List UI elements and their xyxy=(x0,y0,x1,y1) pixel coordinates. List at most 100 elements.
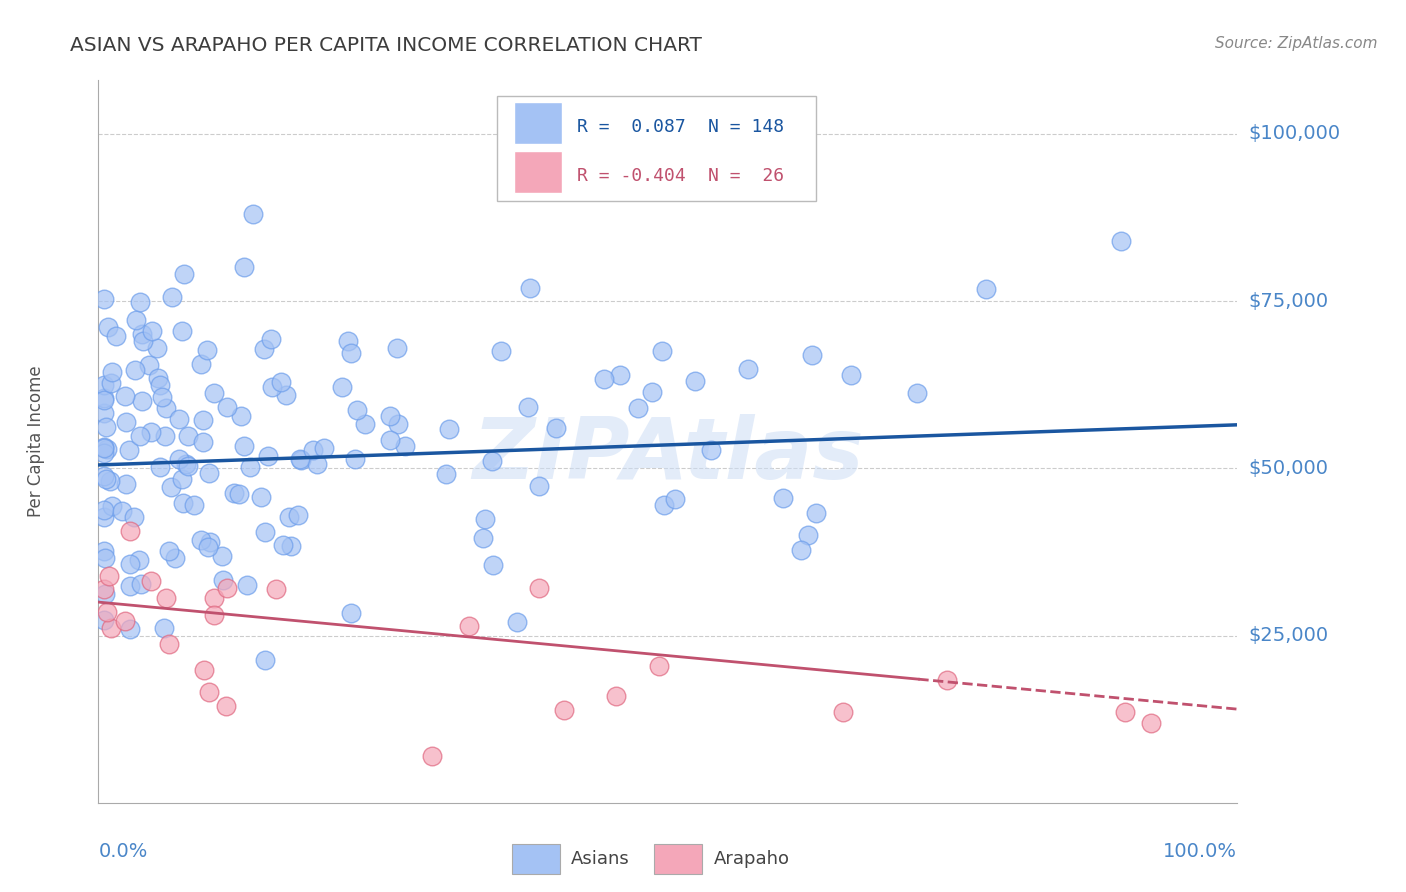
Point xyxy=(98,474,121,488)
Point xyxy=(160,290,183,304)
Point xyxy=(153,621,176,635)
Point xyxy=(546,421,568,435)
Point xyxy=(651,343,673,358)
Point xyxy=(772,491,794,505)
Point xyxy=(458,619,481,633)
Point xyxy=(378,409,401,423)
Point xyxy=(385,341,408,355)
Point xyxy=(274,388,297,402)
Point xyxy=(259,332,281,346)
Point xyxy=(737,362,759,376)
Text: $25,000: $25,000 xyxy=(1249,626,1329,645)
Point xyxy=(177,458,200,473)
Point xyxy=(93,544,115,558)
Point xyxy=(506,615,529,629)
FancyBboxPatch shape xyxy=(512,844,560,874)
Point xyxy=(354,417,377,432)
Point xyxy=(217,581,239,595)
Text: ZIPAtlas: ZIPAtlas xyxy=(472,415,863,498)
Point xyxy=(190,357,212,371)
Point xyxy=(471,531,494,545)
Point xyxy=(125,313,148,327)
Point xyxy=(236,578,259,592)
Point xyxy=(155,591,177,605)
Point xyxy=(96,472,118,486)
Point xyxy=(277,510,299,524)
Point xyxy=(93,582,115,597)
Point xyxy=(93,468,115,483)
Point xyxy=(131,326,153,341)
Point xyxy=(150,390,173,404)
Point xyxy=(224,486,246,500)
Point xyxy=(387,417,409,432)
Point xyxy=(146,371,169,385)
Point xyxy=(215,400,238,414)
Point xyxy=(124,363,146,377)
Point xyxy=(907,385,929,400)
Point xyxy=(605,689,627,703)
Point xyxy=(120,579,142,593)
Point xyxy=(149,459,172,474)
Point xyxy=(93,378,115,392)
Point xyxy=(242,207,264,221)
Point xyxy=(118,443,141,458)
Point xyxy=(94,551,117,566)
Point xyxy=(641,385,664,400)
Point xyxy=(114,389,136,403)
Point xyxy=(132,334,155,349)
Point xyxy=(93,440,115,454)
Point xyxy=(195,343,218,357)
Point xyxy=(124,510,146,524)
Point xyxy=(260,380,283,394)
Point xyxy=(264,582,287,596)
Point xyxy=(115,415,138,429)
Point xyxy=(139,574,162,588)
Point xyxy=(211,549,233,564)
Point xyxy=(94,420,117,434)
Text: Per Capita Income: Per Capita Income xyxy=(27,366,45,517)
Text: Arapaho: Arapaho xyxy=(713,850,789,868)
FancyBboxPatch shape xyxy=(498,96,815,201)
Text: ASIAN VS ARAPAHO PER CAPITA INCOME CORRELATION CHART: ASIAN VS ARAPAHO PER CAPITA INCOME CORRE… xyxy=(70,36,702,54)
Point xyxy=(250,490,273,504)
Point xyxy=(120,557,142,571)
Point xyxy=(437,422,460,436)
Point xyxy=(94,587,117,601)
Point xyxy=(100,622,122,636)
Point xyxy=(280,539,302,553)
Point xyxy=(592,372,614,386)
Point xyxy=(93,393,115,408)
Point xyxy=(118,622,141,636)
Point xyxy=(105,329,128,343)
Point xyxy=(96,605,118,619)
Text: Asians: Asians xyxy=(571,850,630,868)
Point xyxy=(93,391,115,405)
Point xyxy=(239,459,262,474)
Point xyxy=(233,439,256,453)
Point xyxy=(790,543,813,558)
Point xyxy=(100,376,122,390)
Point xyxy=(172,496,194,510)
Point xyxy=(114,477,136,491)
Point xyxy=(481,453,503,467)
Point xyxy=(197,540,219,554)
Text: R =  0.087: R = 0.087 xyxy=(576,118,686,136)
Point xyxy=(700,442,723,457)
Point xyxy=(254,653,277,667)
Point xyxy=(228,486,250,500)
Point xyxy=(93,445,115,459)
Point xyxy=(434,467,457,481)
Point xyxy=(211,574,233,588)
Text: 0.0%: 0.0% xyxy=(98,842,148,861)
Point xyxy=(138,358,160,372)
Point xyxy=(155,401,177,415)
Point xyxy=(1109,234,1132,248)
Point xyxy=(197,685,219,699)
Point xyxy=(974,282,997,296)
Point xyxy=(93,613,115,627)
Point xyxy=(288,452,311,467)
Point xyxy=(174,457,197,471)
Point xyxy=(553,702,575,716)
Point xyxy=(420,748,443,763)
Point xyxy=(314,442,336,456)
